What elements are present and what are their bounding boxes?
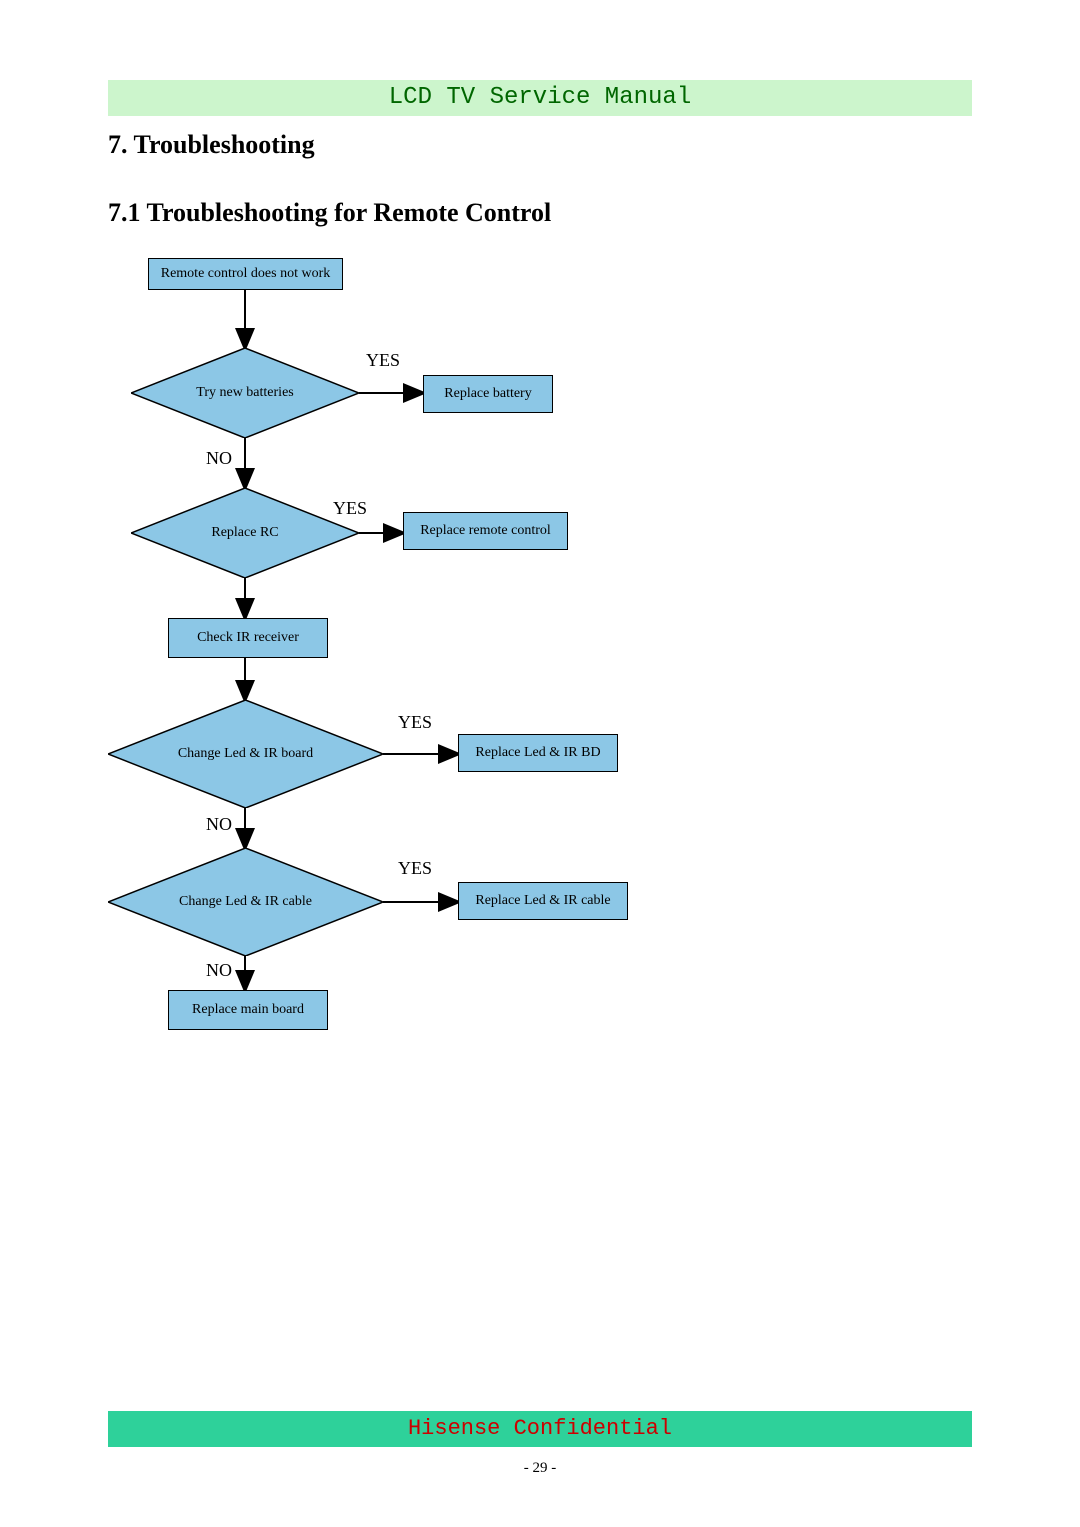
flow-node-n_checkir: Check IR receiver bbox=[168, 618, 328, 658]
flow-node-r_battery: Replace battery bbox=[423, 375, 553, 413]
section-heading-2: 7.1 Troubleshooting for Remote Control bbox=[108, 198, 551, 228]
flow-edge-label-7: NO bbox=[206, 814, 232, 835]
flow-edge-label-2: NO bbox=[206, 448, 232, 469]
footer-bar: Hisense Confidential bbox=[108, 1411, 972, 1447]
page: LCD TV Service Manual 7. Troubleshooting… bbox=[0, 0, 1080, 1527]
flow-edge-label-8: YES bbox=[398, 858, 432, 879]
flow-decision-d_replrc: Replace RC bbox=[131, 488, 359, 578]
flow-decision-d_chgcable: Change Led & IR cable bbox=[108, 848, 383, 956]
flow-node-r_replbd: Replace Led & IR BD bbox=[458, 734, 618, 772]
header-title: LCD TV Service Manual bbox=[389, 84, 691, 111]
flowchart: Remote control does not work Try new batt… bbox=[108, 250, 758, 1110]
flow-edge-label-3: YES bbox=[333, 498, 367, 519]
flow-decision-d_newbatt: Try new batteries bbox=[131, 348, 359, 438]
footer-text: Hisense Confidential bbox=[408, 1416, 672, 1441]
page-number: - 29 - bbox=[0, 1460, 1080, 1477]
flow-edge-label-6: YES bbox=[398, 712, 432, 733]
flow-node-n_start: Remote control does not work bbox=[148, 258, 343, 290]
section-heading-1: 7. Troubleshooting bbox=[108, 130, 315, 160]
flow-node-n_mainbd: Replace main board bbox=[168, 990, 328, 1030]
flow-edge-label-1: YES bbox=[366, 350, 400, 371]
flow-node-r_replrc: Replace remote control bbox=[403, 512, 568, 550]
flow-node-r_replcbl: Replace Led & IR cable bbox=[458, 882, 628, 920]
flow-edge-label-9: NO bbox=[206, 960, 232, 981]
header-bar: LCD TV Service Manual bbox=[108, 80, 972, 116]
flow-decision-d_chgboard: Change Led & IR board bbox=[108, 700, 383, 808]
